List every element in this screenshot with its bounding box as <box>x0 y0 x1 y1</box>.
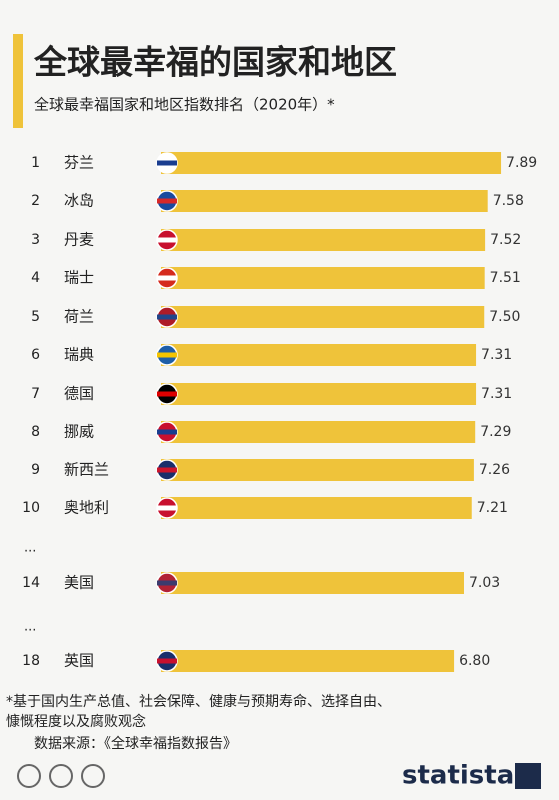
rank-label: 1 <box>31 155 40 171</box>
bar <box>161 306 485 328</box>
value-label: 7.26 <box>479 462 510 478</box>
source: 数据来源：《全球幸福指数报告》 <box>34 735 237 752</box>
flag-stripe <box>157 505 177 511</box>
chart-subtitle: 全球最幸福国家和地区指数排名（2020年）* <box>34 96 335 114</box>
bar <box>161 344 477 366</box>
rank-label: 10 <box>22 500 40 516</box>
category-label: 瑞典 <box>64 346 94 364</box>
value-label: 7.89 <box>506 155 537 171</box>
flag-stripe <box>157 467 177 473</box>
value-label: 7.21 <box>477 500 508 516</box>
value-label: 7.31 <box>481 347 512 363</box>
flag-stripe <box>157 658 177 664</box>
category-label: 奥地利 <box>64 499 109 517</box>
accent-bar <box>13 34 23 128</box>
category-label: 美国 <box>64 574 94 592</box>
rank-label: 7 <box>31 386 40 402</box>
bar <box>161 190 488 212</box>
value-label: 7.58 <box>493 193 524 209</box>
footnote: 慷慨程度以及腐败观念 <box>6 713 146 730</box>
bar <box>161 267 485 289</box>
value-label: 6.80 <box>459 653 490 669</box>
logo-icon <box>515 763 541 789</box>
category-label: 英国 <box>64 652 94 670</box>
flag-stripe <box>157 275 177 281</box>
category-label: 新西兰 <box>64 461 109 479</box>
bar <box>161 152 502 174</box>
rank-label: 6 <box>31 347 40 363</box>
chart-title: 全球最幸福的国家和地区 <box>33 43 397 82</box>
rank-label: 5 <box>31 309 40 325</box>
value-label: 7.51 <box>490 270 521 286</box>
license-icons <box>17 764 105 788</box>
rank-label: 8 <box>31 424 40 440</box>
category-label: 德国 <box>64 385 94 403</box>
bar <box>161 383 477 405</box>
footnote: *基于国内生产总值、社会保障、健康与预期寿命、选择自由、 <box>6 693 391 710</box>
category-label: 挪威 <box>64 423 94 441</box>
category-label: 芬兰 <box>64 154 94 172</box>
value-label: 7.29 <box>480 424 511 440</box>
flag-stripe <box>157 314 177 320</box>
flag-stripe <box>157 237 177 243</box>
value-label: 7.31 <box>481 386 512 402</box>
rank-label: 9 <box>31 462 40 478</box>
flag-stripe <box>157 160 177 166</box>
bar <box>161 459 474 481</box>
value-label: 7.03 <box>469 575 500 591</box>
category-label: 瑞士 <box>64 269 94 287</box>
flag-stripe <box>157 352 177 358</box>
flag-stripe <box>157 429 177 435</box>
logo: statista <box>402 761 514 791</box>
gap-mark: ... <box>24 541 36 556</box>
bar <box>161 650 455 672</box>
flag-stripe <box>157 198 177 204</box>
rank-label: 2 <box>31 193 40 209</box>
category-label: 丹麦 <box>64 231 94 249</box>
rank-label: 4 <box>31 270 40 286</box>
category-label: 荷兰 <box>64 308 94 326</box>
flag-stripe <box>157 580 177 586</box>
value-label: 7.50 <box>489 309 520 325</box>
rank-label: 14 <box>22 575 40 591</box>
flag-stripe <box>157 391 177 397</box>
bar <box>161 572 464 594</box>
bar <box>161 229 486 251</box>
bar <box>161 421 476 443</box>
rank-label: 18 <box>22 653 40 669</box>
value-label: 7.52 <box>490 232 521 248</box>
category-label: 冰岛 <box>64 192 94 210</box>
bar <box>161 497 472 519</box>
rank-label: 3 <box>31 232 40 248</box>
gap-mark: ... <box>24 620 36 635</box>
